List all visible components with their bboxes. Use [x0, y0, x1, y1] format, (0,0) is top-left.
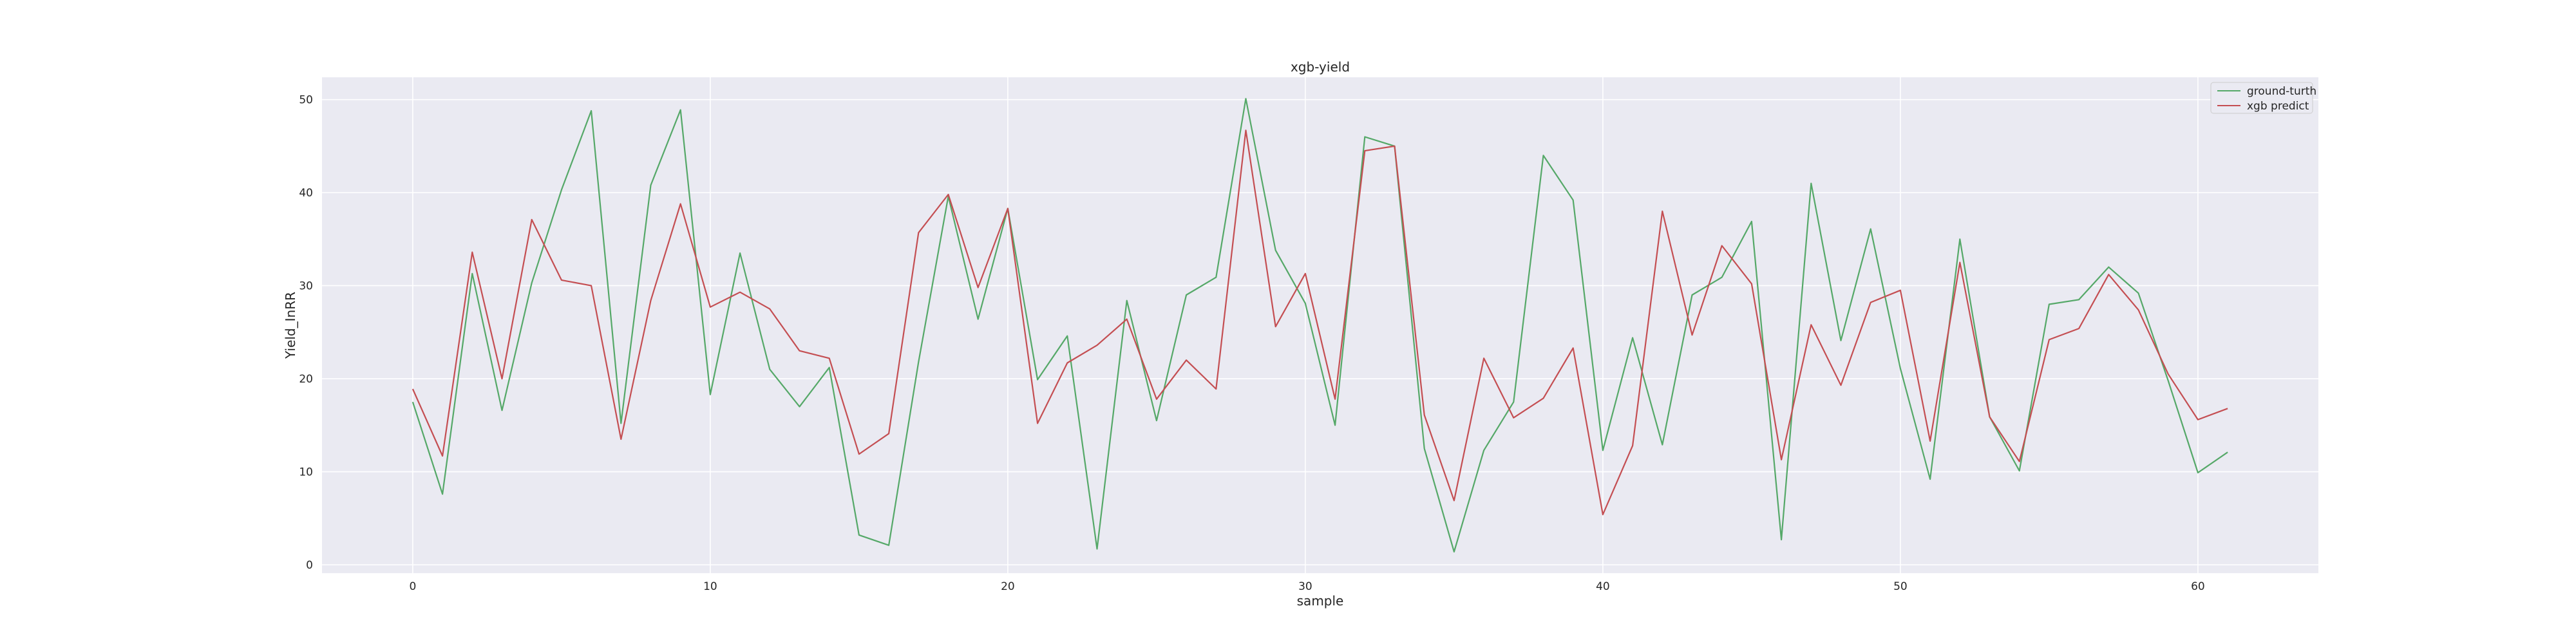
y-tick-label: 30: [299, 280, 313, 293]
x-tick-label: 30: [1298, 580, 1312, 593]
x-tick-label: 40: [1596, 580, 1610, 593]
legend-label-xgb-predict: xgb predict: [2247, 100, 2309, 113]
series-line-ground-turth: [412, 98, 2228, 553]
y-tick-label: 40: [299, 187, 313, 200]
x-tick-label: 10: [703, 580, 717, 593]
y-tick-label: 0: [306, 559, 313, 572]
x-axis-label: sample: [1297, 593, 1344, 609]
series-line-xgb-predict: [412, 129, 2228, 516]
series-lines: [412, 98, 2228, 553]
y-tick-label: 10: [299, 466, 313, 479]
y-tick-label: 20: [299, 373, 313, 386]
y-tick-label: 50: [299, 94, 313, 107]
tick-labels: 0 10 20 30 40 50 60 0 10 20 30 40 50: [299, 94, 2204, 593]
legend: ground-turth xgb predict: [2210, 82, 2316, 114]
x-tick-label: 60: [2191, 580, 2205, 593]
x-tick-label: 50: [1893, 580, 1908, 593]
chart-title: xgb-yield: [1291, 59, 1350, 75]
legend-label-ground-turth: ground-turth: [2247, 85, 2316, 98]
y-axis-label: Yield_InRR: [283, 292, 298, 359]
x-tick-label: 0: [409, 580, 416, 593]
plot-area: [322, 77, 2318, 573]
x-tick-label: 20: [1001, 580, 1015, 593]
